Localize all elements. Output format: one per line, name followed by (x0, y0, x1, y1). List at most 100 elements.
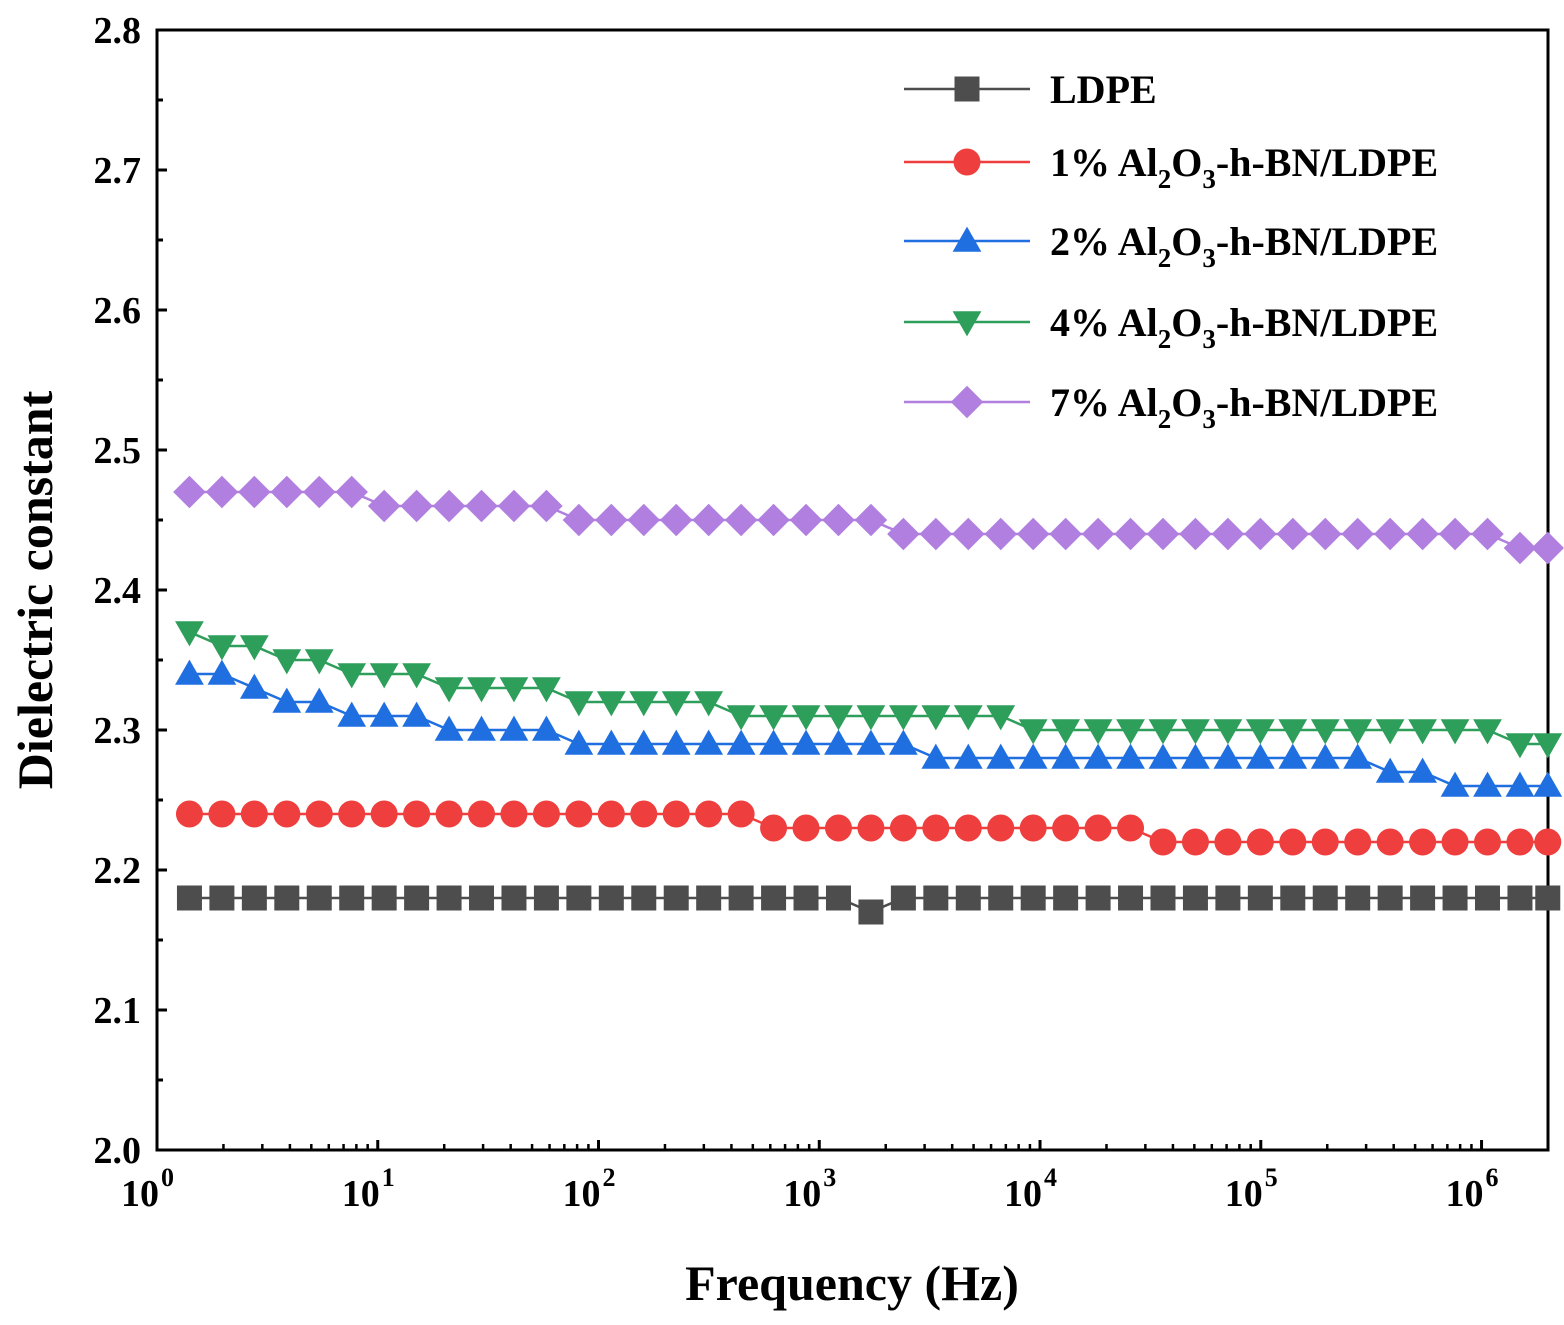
data-point (986, 705, 1016, 731)
data-point (1213, 719, 1243, 745)
data-point (499, 715, 529, 741)
legend-subscript: 2 (1158, 164, 1172, 194)
data-point (1181, 828, 1209, 856)
y-tick-label: 2.6 (94, 290, 142, 332)
data-point (1116, 719, 1145, 745)
legend-subscript: 2 (1158, 404, 1172, 434)
data-point (1215, 885, 1241, 911)
data-point (465, 489, 498, 523)
data-point (1117, 814, 1145, 842)
data-point (988, 885, 1014, 911)
series-circle (175, 800, 1562, 856)
data-point (597, 800, 625, 828)
data-point (434, 677, 464, 703)
data-point (1244, 517, 1277, 551)
data-point (759, 729, 788, 755)
data-point (1310, 743, 1340, 769)
legend-text-part: -h-BN/LDPE (1216, 140, 1438, 185)
data-point (175, 621, 204, 647)
data-point (629, 729, 659, 755)
y-tick-label: 2.0 (94, 1130, 142, 1172)
data-point (824, 705, 853, 731)
data-point (1181, 719, 1210, 745)
data-point (1278, 719, 1308, 745)
legend-text-part: O (1171, 380, 1202, 425)
data-point (239, 673, 269, 699)
axis-layer: 2.02.12.22.32.42.52.62.72.810 0 10 1 10 2 10 3 1… (94, 10, 1499, 1215)
data-point (239, 635, 269, 661)
data-point (1473, 771, 1502, 797)
data-point (1507, 885, 1533, 911)
data-point (824, 729, 853, 755)
data-point (337, 701, 367, 727)
x-tick-exponent: 0 (161, 1163, 174, 1192)
data-point (1535, 885, 1561, 911)
x-tick-label: 10 6 (1446, 1163, 1499, 1215)
legend-subscript: 2 (1158, 243, 1172, 273)
data-point (887, 517, 920, 551)
x-tick-exponent: 4 (1044, 1163, 1057, 1192)
data-point (304, 687, 334, 713)
data-point (1146, 517, 1180, 551)
data-point (856, 705, 886, 731)
data-point (1410, 885, 1436, 911)
legend-text-part: O (1171, 140, 1202, 185)
data-point (789, 503, 823, 537)
data-point (1505, 733, 1535, 759)
data-point (1406, 517, 1439, 551)
data-point (1150, 885, 1176, 911)
data-point (856, 729, 886, 755)
data-point (1375, 757, 1405, 783)
data-point (173, 475, 206, 509)
data-point (1181, 743, 1210, 769)
x-tick-label: 10 4 (1004, 1163, 1057, 1215)
x-tick-base: 10 (1225, 1173, 1263, 1215)
data-point (984, 517, 1017, 551)
data-point (1148, 719, 1178, 745)
data-point (1505, 771, 1535, 797)
data-point (501, 885, 527, 911)
data-point (1118, 885, 1144, 911)
data-point (627, 503, 661, 537)
data-point (889, 814, 917, 842)
data-point (1408, 719, 1437, 745)
series-diamond (173, 475, 1564, 565)
data-point (432, 489, 466, 523)
data-point (889, 705, 918, 731)
data-point (919, 517, 953, 551)
data-point (175, 659, 204, 685)
data-point (759, 705, 788, 731)
legend-text-part: -h-BN/LDPE (1216, 380, 1438, 425)
data-point (468, 800, 496, 828)
data-point (272, 649, 302, 675)
x-tick-exponent: 6 (1486, 1163, 1499, 1192)
data-point (499, 677, 529, 703)
data-point (1375, 719, 1405, 745)
data-point (207, 635, 237, 661)
y-tick-label: 2.3 (94, 710, 142, 752)
data-point (337, 663, 367, 689)
data-point (564, 691, 594, 717)
data-point (858, 899, 884, 925)
data-point (1052, 814, 1080, 842)
data-point (402, 701, 431, 727)
legend-text-part: O (1171, 219, 1202, 264)
data-point (791, 705, 821, 731)
data-point (694, 729, 724, 755)
data-point (1441, 828, 1469, 856)
data-point (1149, 828, 1177, 856)
data-point (1182, 885, 1208, 911)
legend-entry: 1% Al2O3-h-BN/LDPE (904, 140, 1438, 194)
data-point (1247, 885, 1273, 911)
data-point (825, 885, 851, 911)
data-point (176, 885, 202, 911)
data-point (1083, 719, 1113, 745)
x-tick-base: 10 (783, 1173, 821, 1215)
data-point (661, 729, 691, 755)
plot-frame (155, 28, 1550, 1152)
data-point (727, 800, 755, 828)
x-tick-label: 10 1 (342, 1163, 395, 1215)
data-point (241, 885, 267, 911)
data-point (1051, 743, 1081, 769)
data-point (1053, 885, 1079, 911)
